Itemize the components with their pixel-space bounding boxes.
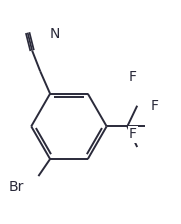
Text: F: F [150,99,158,113]
Text: F: F [129,70,137,84]
Text: F: F [129,127,137,141]
Text: Br: Br [8,180,24,194]
Text: N: N [49,27,60,41]
